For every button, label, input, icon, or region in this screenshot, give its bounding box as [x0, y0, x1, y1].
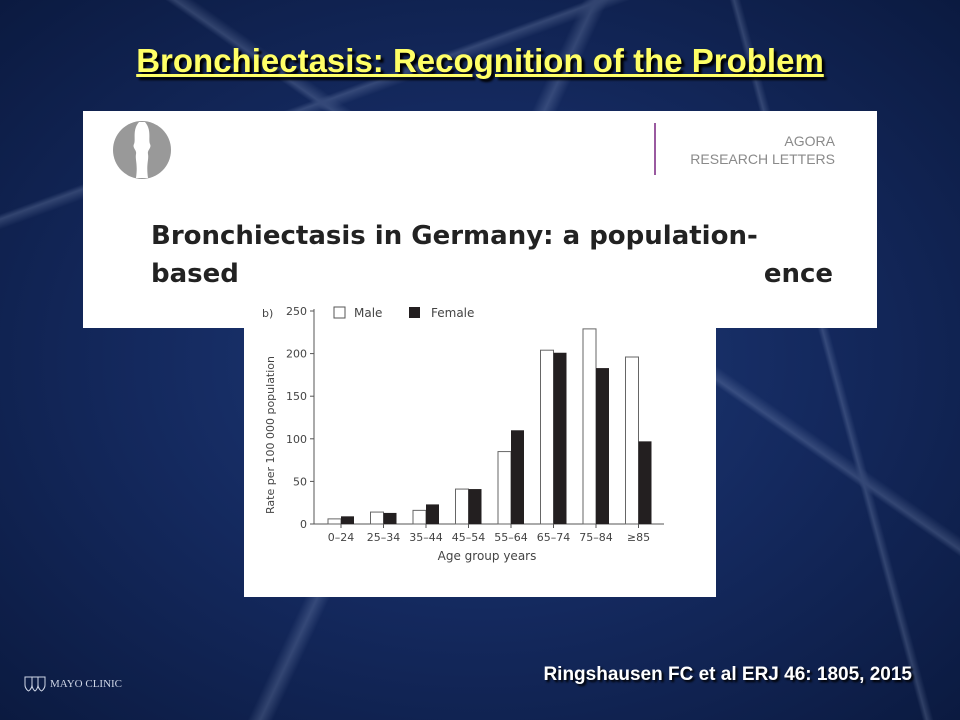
journal-name: AGORA RESEARCH LETTERS: [690, 132, 835, 168]
chart-svg: b) Male Female Rate per 100 000 populati…: [262, 305, 664, 563]
journal-line-1: AGORA: [784, 133, 835, 149]
x-tick-label: 25–34: [367, 531, 401, 544]
legend-swatch-male: [333, 306, 346, 319]
y-tick-label: 50: [293, 475, 307, 488]
legend-swatch-female: [409, 307, 420, 318]
x-tick-label: 65–74: [537, 531, 571, 544]
bar-male: [540, 349, 554, 525]
paper-header-excerpt: AGORA RESEARCH LETTERS Bronchiectasis in…: [83, 111, 877, 328]
journal-line-2: RESEARCH LETTERS: [690, 151, 835, 167]
x-tick-label: 45–54: [452, 531, 486, 544]
bar-male: [327, 518, 342, 525]
legend-label-female: Female: [431, 306, 474, 320]
mayo-clinic-text: MAYO CLINIC: [50, 678, 123, 690]
x-tick-label: 55–64: [494, 531, 528, 544]
y-tick-label: 250: [286, 305, 307, 318]
paper-title-line-2: based ence: [151, 259, 834, 289]
bar-female: [468, 489, 482, 524]
legend: Male Female: [333, 306, 474, 320]
bar-male: [370, 511, 384, 525]
x-tick-label: ≥85: [627, 531, 650, 544]
bar-male: [412, 509, 427, 525]
logo-divider: [654, 123, 656, 175]
bar-female: [638, 441, 652, 524]
bar-male: [625, 356, 639, 525]
bar-female: [596, 368, 609, 524]
y-tick-label: 200: [286, 348, 307, 361]
bar-male: [497, 451, 512, 525]
paper-title-line-1: Bronchiectasis in Germany: a population-: [151, 221, 758, 251]
mayo-clinic-logo: MAYO CLINIC: [24, 676, 122, 692]
bar-female: [426, 504, 439, 524]
y-tick-label: 0: [300, 518, 307, 531]
legend-label-male: Male: [354, 306, 382, 320]
bar-female: [341, 516, 354, 524]
x-tick-label: 35–44: [409, 531, 443, 544]
y-axis-label: Rate per 100 000 population: [264, 356, 277, 514]
ers-faces-logo: [113, 121, 171, 179]
x-axis-label: Age group years: [438, 549, 537, 563]
bar-male: [582, 328, 597, 525]
x-tick-label: 75–84: [579, 531, 613, 544]
bar-male: [455, 488, 469, 525]
paper-title: Bronchiectasis in Germany: a population-…: [151, 217, 871, 293]
bar-female: [511, 430, 524, 524]
slide-title: Bronchiectasis: Recognition of the Probl…: [136, 42, 824, 79]
bar-female: [553, 352, 567, 524]
panel-label: b): [262, 307, 273, 320]
citation: Ringshausen FC et al ERJ 46: 1805, 2015: [543, 664, 912, 685]
mayo-shields-icon: [24, 676, 46, 692]
y-tick-label: 100: [286, 433, 307, 446]
bar-chart: b) Male Female Rate per 100 000 populati…: [244, 295, 716, 597]
x-tick-label: 0–24: [328, 531, 355, 544]
bar-female: [383, 512, 397, 524]
y-tick-label: 150: [286, 390, 307, 403]
